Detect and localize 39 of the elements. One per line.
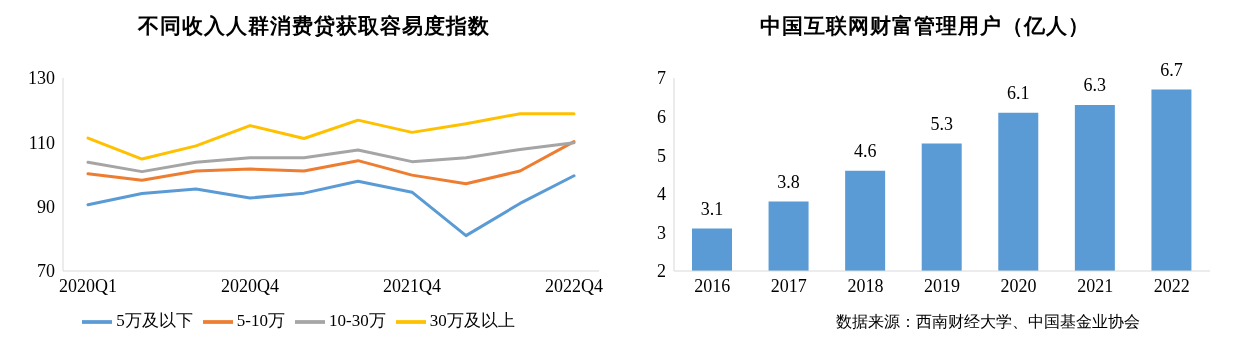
data-label: 4.6 xyxy=(853,140,877,161)
data-label: 6.7 xyxy=(1160,59,1183,80)
y-tick-label: 6 xyxy=(657,106,666,127)
y-tick-label: 4 xyxy=(657,184,666,205)
data-label: 5.3 xyxy=(930,113,953,134)
y-tick-label: 70 xyxy=(37,261,55,282)
legend-label: 30万及以上 xyxy=(429,310,515,330)
y-tick-label: 90 xyxy=(37,197,55,218)
line-series xyxy=(86,140,576,186)
legend-label: 10-30万 xyxy=(329,310,386,330)
line-series xyxy=(86,112,576,161)
source-note: 数据来源：西南财经大学、中国基金业协会 xyxy=(835,312,1141,332)
y-tick-label: 7 xyxy=(657,68,666,89)
x-tick-label: 2021 xyxy=(1077,275,1114,296)
x-tick-label: 2022 xyxy=(1153,275,1190,296)
chart-title: 不同收入人群消费贷获取容易度指数 xyxy=(136,13,491,40)
data-label: 3.1 xyxy=(700,198,724,219)
data-label: 3.8 xyxy=(777,171,800,192)
y-tick-label: 130 xyxy=(28,68,55,89)
x-tick-label: 2021Q4 xyxy=(383,275,441,296)
legend-label: 5-10万 xyxy=(236,310,285,330)
y-tick-label: 110 xyxy=(28,132,55,153)
y-tick-label: 3 xyxy=(657,222,666,243)
legend-label: 5万及以下 xyxy=(116,310,193,330)
x-tick-label: 2019 xyxy=(924,275,960,296)
x-tick-label: 2016 xyxy=(694,275,731,296)
line-series xyxy=(86,174,576,238)
data-label: 6.3 xyxy=(1083,75,1107,96)
x-tick-label: 2020 xyxy=(1000,275,1037,296)
x-tick-label: 2020Q1 xyxy=(59,275,117,296)
x-tick-label: 2017 xyxy=(770,275,807,296)
line-series xyxy=(86,141,576,174)
data-label: 6.1 xyxy=(1007,82,1030,103)
y-tick-label: 2 xyxy=(657,261,666,282)
y-tick-label: 5 xyxy=(657,145,666,166)
x-tick-label: 2018 xyxy=(847,275,884,296)
x-tick-label: 2022Q4 xyxy=(545,275,603,296)
chart-title: 中国互联网财富管理用户（亿人） xyxy=(758,13,1091,40)
x-tick-label: 2020Q4 xyxy=(221,275,279,296)
